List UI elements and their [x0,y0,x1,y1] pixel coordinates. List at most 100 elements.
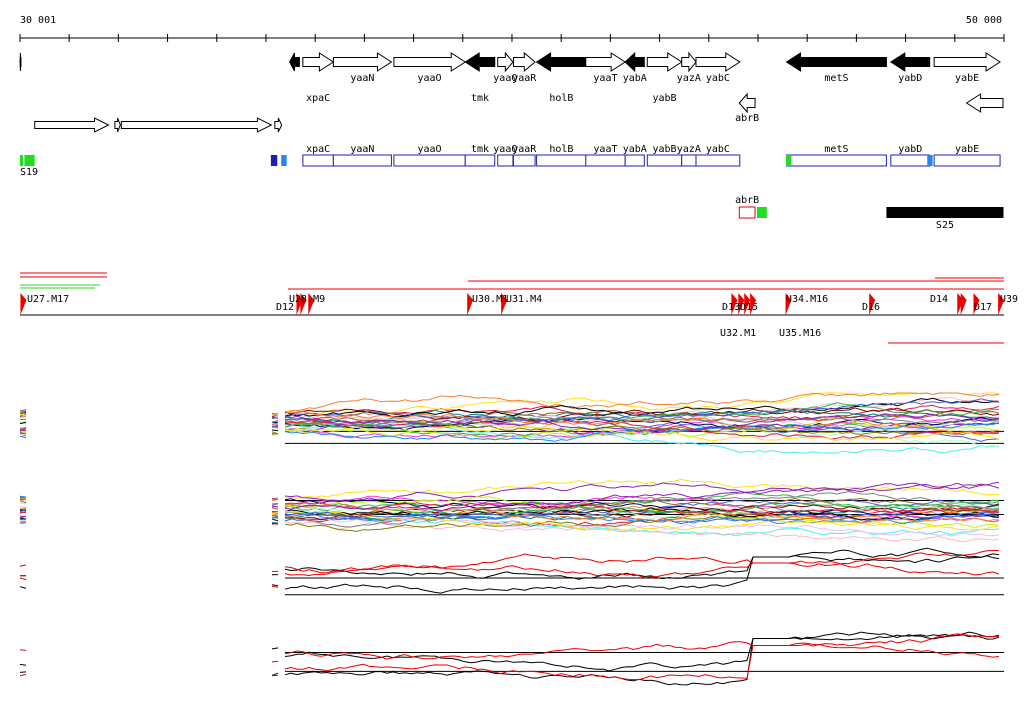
gene-arrow [535,52,587,72]
segment-flag [467,293,474,315]
profile-series-line [284,411,1000,434]
profile-series-line [19,564,27,567]
annotation-box [786,154,887,167]
segment-label: D16 [862,302,880,313]
gene-arrow [624,51,645,73]
segment-flag [308,293,315,315]
gene-arrow [302,52,335,72]
profile-panel-4 [19,631,1004,686]
expression-profile-panels [19,392,1004,686]
profile-series-line [284,502,1000,514]
segment-label: D17 [974,302,992,313]
profile-series-line [19,506,27,509]
ruler-ticks [19,34,1005,42]
profile-series-line [284,481,1000,502]
segment-flag [750,293,757,315]
segment-flag [998,293,1005,315]
profile-series-line [284,421,1000,437]
profile-series-line [284,478,1000,500]
segment-label: D13 [722,302,740,313]
profile-panel-3 [19,547,1004,596]
gene-label: yaaR [512,73,537,84]
gene-label: yazA [677,73,701,84]
profile-series-line [284,513,1000,537]
annotation-s19-label: S19 [20,167,38,178]
annotation-box [585,154,626,167]
annotation-box [464,154,496,167]
gene-label: yabC [706,73,730,84]
segment-label: U30.M1 [472,294,508,305]
profile-series-line [284,547,1000,580]
gene-arrow [889,52,931,72]
gene-arrow [19,52,22,72]
gene-label: abrB [735,113,759,124]
annotation-label: yabA [623,144,647,155]
profile-series-line [284,643,1000,681]
profile-series-line [19,521,27,524]
segment-label: D14 [930,294,948,305]
profile-series-line [19,508,27,510]
annotation-box [681,154,697,167]
profile-series-line [284,402,1000,428]
profile-series-line [19,416,27,418]
gene-label: yaaN [350,73,374,84]
annotation-label: yabB [652,144,676,155]
profile-series-line [284,553,1000,594]
profile-series-line [19,495,27,498]
gene-label: holB [549,93,573,104]
annotation-box [738,206,756,219]
segment-flag [738,293,745,315]
segment-flag [960,293,967,315]
profile-series-line [284,491,1000,528]
gene-arrow [114,117,121,133]
profile-series-line [19,421,27,425]
profile-series-line [284,499,1000,517]
annotation-label: yazA [677,144,701,155]
segment-label: U28.M9 [289,294,325,305]
profile-series-line [19,517,27,520]
profile-series-line [19,577,27,581]
profile-series-line [19,497,27,500]
segment-label: U31.M4 [506,294,542,305]
profile-series-line [284,422,1000,442]
profile-series-line [19,435,27,439]
profile-series-line [19,663,27,666]
annotation-marker [20,155,23,166]
profile-series-line [284,416,1000,428]
profile-series-line [284,511,1000,525]
gene-arrow [512,51,536,73]
annotation-label: yaaO [418,144,442,155]
profile-series-line [19,649,27,651]
segment-label: U35.M16 [779,328,821,339]
profile-series-line [19,428,27,431]
gene-arrow [585,52,627,72]
profile-series-line [284,407,1000,422]
profile-series-line [19,498,27,501]
profile-series-line [284,418,999,440]
profile-series-line [284,482,1000,512]
annotation-box [695,154,741,167]
profile-series-line [271,412,279,416]
profile-series-line [271,513,279,516]
annotation-box [890,154,931,167]
profile-series-line [19,409,27,412]
profile-series-line [271,672,279,676]
gene-label: yabD [898,73,922,84]
gene-label: xpaC [306,93,330,104]
annotation-marker [927,155,933,166]
segment-label: D15 [740,302,758,313]
annotation-label: holB [549,144,573,155]
profile-series-line [271,429,279,432]
annotation-label: yabE [955,144,979,155]
gene-arrow [332,52,393,72]
annotation-box [497,154,514,167]
gene-arrow [393,52,467,72]
profile-series-line [271,523,279,525]
profile-series-line [284,398,1000,423]
segment-flag [20,293,27,315]
annotation-s25-label: S25 [936,220,954,231]
coordinate-ruler: 30 001 50 000 [19,15,1005,42]
profile-panel-1 [19,392,1004,454]
segment-label: U32.M1 [720,328,756,339]
